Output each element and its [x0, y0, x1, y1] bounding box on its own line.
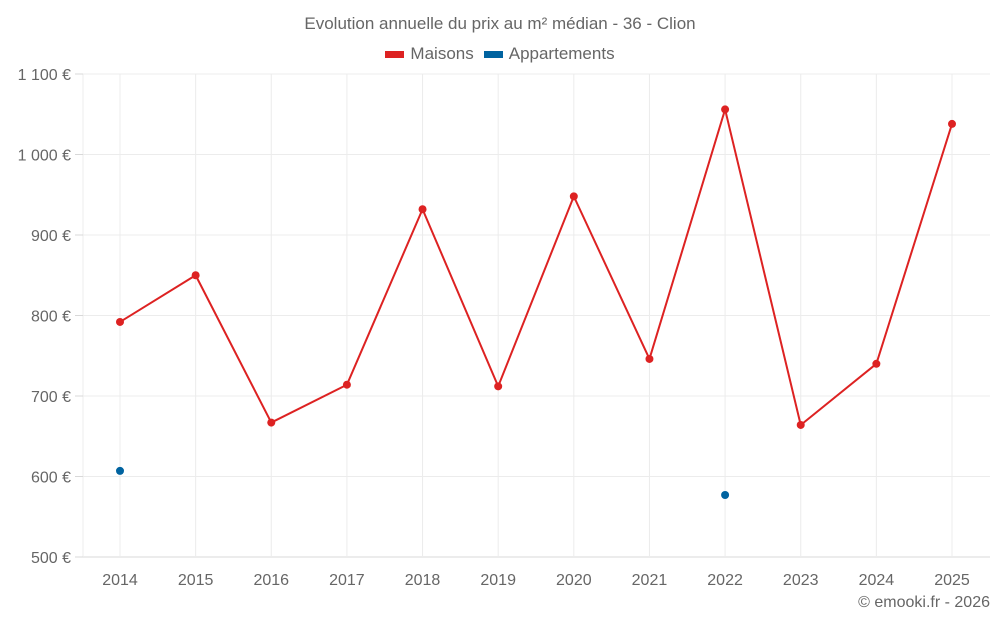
series-line: [119, 108, 953, 426]
y-tick-label: 900 €: [31, 228, 71, 245]
data-point[interactable]: [116, 466, 124, 475]
x-tick-label: 2017: [329, 572, 365, 589]
y-tick-label: 800 €: [31, 309, 71, 326]
data-point[interactable]: [191, 271, 200, 280]
legend-label-appartements: Appartements: [508, 44, 615, 63]
x-tick-label: 2022: [707, 572, 743, 589]
data-point[interactable]: [569, 192, 578, 201]
data-point[interactable]: [267, 418, 276, 427]
y-tick-label: 1 000 €: [18, 148, 71, 165]
x-tick-label: 2021: [632, 572, 668, 589]
chart-title: Evolution annuelle du prix au m² médian …: [304, 14, 696, 33]
legend-item-appartements[interactable]: Appartements: [483, 44, 615, 64]
x-tick-label: 2025: [934, 572, 970, 589]
legend-label-maisons: Maisons: [410, 44, 474, 63]
x-tick-label: 2015: [178, 572, 214, 589]
legend-item-maisons[interactable]: Maisons: [385, 44, 474, 64]
x-tick-label: 2023: [783, 572, 819, 589]
x-tick-label: 2020: [556, 572, 592, 589]
x-axis: 2014 2015 2016 2017 2018 2019 2020 2021 2022 2023…: [102, 572, 970, 589]
legend-swatch-maisons: [385, 50, 405, 58]
data-point[interactable]: [872, 359, 881, 368]
y-tick-label: 700 €: [31, 389, 71, 406]
credit: © emooki.fr - 2026: [858, 594, 990, 611]
data-point[interactable]: [948, 119, 956, 128]
x-tick-label: 2014: [102, 572, 138, 589]
data-point[interactable]: [342, 380, 351, 389]
data-point[interactable]: [796, 420, 805, 429]
x-tick-label: 2024: [859, 572, 895, 589]
y-tick-label: 1 100 €: [18, 67, 71, 84]
data-point[interactable]: [494, 382, 503, 391]
x-tick-label: 2018: [405, 572, 441, 589]
x-tick-label: 2019: [480, 572, 516, 589]
x-tick-label: 2016: [253, 572, 289, 589]
data-point[interactable]: [418, 205, 427, 214]
legend: Maisons Appartements: [0, 44, 1000, 64]
y-tick-label: 600 €: [31, 470, 71, 487]
legend-swatch-appartements: [483, 50, 503, 58]
grid: [82, 73, 990, 558]
data-point[interactable]: [645, 354, 654, 363]
data-point[interactable]: [721, 491, 730, 500]
data-point[interactable]: [116, 317, 124, 326]
data-point[interactable]: [721, 105, 730, 114]
y-axis: 500 € 600 € 700 € 800 € 900 € 1 000 € 1 100 €: [18, 67, 83, 567]
y-tick-label: 500 €: [31, 550, 71, 567]
series: [116, 105, 956, 500]
